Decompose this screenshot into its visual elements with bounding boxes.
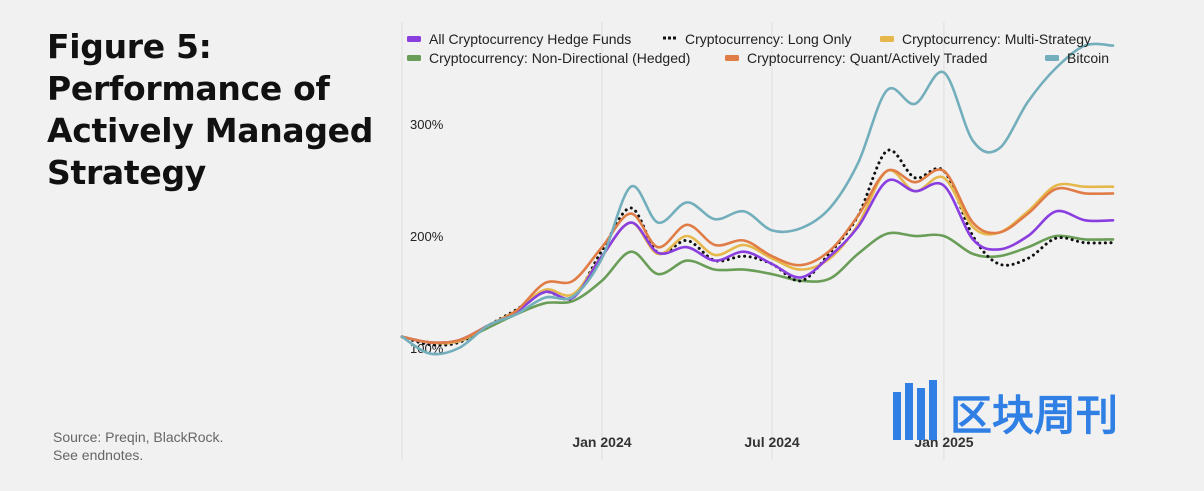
title-line-3: Actively Managed xyxy=(47,111,374,150)
legend-label-5: Bitcoin xyxy=(1067,50,1109,66)
legend-label-4: Cryptocurrency: Quant/Actively Traded xyxy=(747,50,987,66)
legend-swatch-5 xyxy=(1045,55,1059,61)
y-tick-label: 300% xyxy=(410,117,444,132)
source-line-2: See endnotes. xyxy=(53,447,144,463)
y-axis: 100%200%300% xyxy=(410,117,444,356)
legend-label-1: Cryptocurrency: Long Only xyxy=(685,31,852,47)
legend-label-2: Cryptocurrency: Multi-Strategy xyxy=(902,31,1091,47)
x-tick-label: Jul 2024 xyxy=(744,434,799,450)
legend-swatch-1 xyxy=(668,36,671,40)
legend-label-3: Cryptocurrency: Non-Directional (Hedged) xyxy=(429,50,690,66)
legend-swatch-4 xyxy=(725,55,739,61)
x-tick-label: Jan 2024 xyxy=(572,434,631,450)
figure-title: Figure 5: Performance of Actively Manage… xyxy=(47,26,387,194)
legend-swatch-1 xyxy=(663,36,666,40)
legend-swatch-2 xyxy=(880,36,894,42)
legend-swatch-0 xyxy=(407,36,421,42)
title-line-4: Strategy xyxy=(47,153,206,192)
series-line-4 xyxy=(400,168,1115,345)
legend-label-0: All Cryptocurrency Hedge Funds xyxy=(429,31,631,47)
title-line-2: Performance of xyxy=(47,69,330,108)
series-line-5 xyxy=(400,42,1115,356)
watermark-logo-icon xyxy=(893,380,937,440)
y-tick-label: 200% xyxy=(410,229,444,244)
legend-swatch-1 xyxy=(673,36,676,40)
legend-swatch-3 xyxy=(407,55,421,61)
source-note: Source: Preqin, BlackRock. See endnotes. xyxy=(53,428,223,464)
x-axis: Jan 2024 Jul 2024 Jan 2025 xyxy=(572,434,973,450)
watermark-text: 区块周刊 xyxy=(950,391,1118,440)
chart-series xyxy=(400,42,1115,356)
source-line-1: Source: Preqin, BlackRock. xyxy=(53,429,224,445)
chart-legend: All Cryptocurrency Hedge Funds Cryptocurr… xyxy=(407,31,1109,66)
title-line-1: Figure 5: xyxy=(47,27,212,66)
chart-grid xyxy=(401,22,945,460)
watermark: 区块周刊 xyxy=(893,380,1118,440)
